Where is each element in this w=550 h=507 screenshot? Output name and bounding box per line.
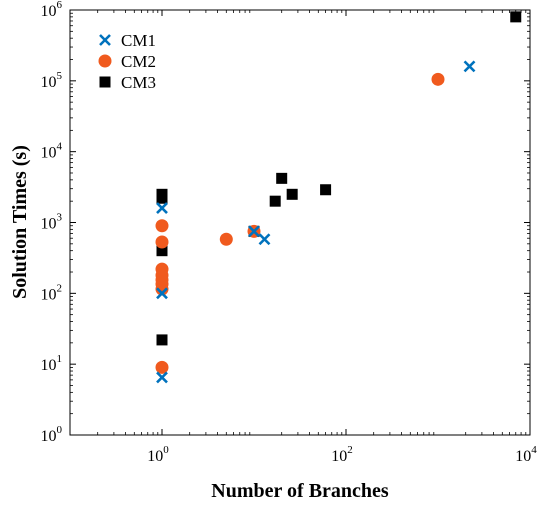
legend-marker-cm2 xyxy=(98,54,112,68)
data-point-cm1 xyxy=(463,60,476,73)
y-tick-label: 105 xyxy=(41,70,63,91)
data-point-cm2 xyxy=(155,219,169,233)
x-tick-label: 104 xyxy=(515,444,537,465)
y-tick-label: 106 xyxy=(41,0,63,20)
data-point-cm3 xyxy=(320,184,332,196)
data-point-cm1 xyxy=(156,287,168,300)
legend: CM1 CM2 CM3 xyxy=(84,24,188,98)
legend-marker-cm1 xyxy=(99,34,111,46)
data-points xyxy=(155,11,522,384)
data-point-cm3 xyxy=(276,172,288,184)
legend-label-cm1: CM1 xyxy=(121,31,156,50)
y-tick-label: 104 xyxy=(41,141,63,162)
axis-ticks: 100 102 104 100 101 102 103 104 105 106 xyxy=(41,0,538,465)
data-point-cm1 xyxy=(258,233,271,246)
y-axis-label: Solution Times (s) xyxy=(9,145,31,299)
data-point-cm3 xyxy=(286,188,298,200)
legend-marker-cm3 xyxy=(99,76,111,88)
legend-label-cm3: CM3 xyxy=(121,73,156,92)
data-point-cm1 xyxy=(156,202,168,214)
data-point-cm3 xyxy=(156,245,168,257)
data-point-cm2 xyxy=(155,360,169,374)
data-point-cm3 xyxy=(156,188,168,200)
data-point-cm3 xyxy=(156,334,168,346)
y-tick-label: 103 xyxy=(41,212,63,233)
x-axis-label: Number of Branches xyxy=(211,480,389,502)
data-point-cm2 xyxy=(219,232,233,246)
y-tick-label: 102 xyxy=(41,282,63,303)
x-tick-label: 102 xyxy=(331,444,353,465)
data-point-cm2 xyxy=(155,262,169,276)
y-tick-label: 100 xyxy=(41,424,63,445)
data-point-cm3 xyxy=(269,195,281,207)
legend-label-cm2: CM2 xyxy=(121,52,156,71)
data-point-cm1 xyxy=(156,371,168,384)
data-point-cm2 xyxy=(431,72,445,86)
data-point-cm1 xyxy=(248,225,260,238)
data-point-cm3 xyxy=(510,11,522,23)
x-tick-label: 100 xyxy=(147,444,169,465)
series-cm1 xyxy=(156,60,476,384)
series-cm2 xyxy=(155,72,445,374)
y-tick-label: 101 xyxy=(41,353,63,374)
data-point-cm2 xyxy=(155,235,169,249)
